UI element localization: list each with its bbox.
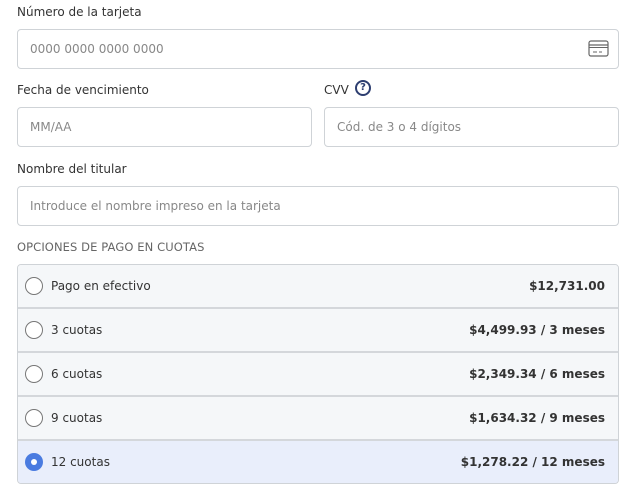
installments-title: OPCIONES DE PAGO EN CUOTAS xyxy=(17,240,205,254)
option-label: 3 cuotas xyxy=(51,323,103,337)
installment-option[interactable]: 3 cuotas $4,499.93 / 3 meses xyxy=(18,309,618,353)
holder-input[interactable] xyxy=(17,186,619,226)
expiry-label: Fecha de vencimiento xyxy=(17,83,149,97)
cvv-label: CVV xyxy=(324,83,349,97)
installment-option-selected[interactable]: 12 cuotas $1,278.22 / 12 meses xyxy=(18,441,618,483)
option-price: $1,278.22 / 12 meses xyxy=(460,455,605,469)
card-number-label: Número de la tarjeta xyxy=(17,5,142,19)
radio-button[interactable] xyxy=(25,277,43,295)
cvv-help-icon[interactable]: ? xyxy=(355,80,371,96)
option-label: 6 cuotas xyxy=(51,367,103,381)
option-price: $12,731.00 xyxy=(529,279,605,293)
installment-option[interactable]: 9 cuotas $1,634.32 / 9 meses xyxy=(18,397,618,441)
radio-button[interactable] xyxy=(25,365,43,383)
option-price: $2,349.34 / 6 meses xyxy=(469,367,605,381)
card-number-input[interactable] xyxy=(17,29,619,69)
installment-options: Pago en efectivo $12,731.00 3 cuotas $4,49… xyxy=(17,264,619,484)
option-price: $1,634.32 / 9 meses xyxy=(469,411,605,425)
installment-option[interactable]: 6 cuotas $2,349.34 / 6 meses xyxy=(18,353,618,397)
radio-button[interactable] xyxy=(25,321,43,339)
option-label: 12 cuotas xyxy=(51,455,110,469)
option-label: 9 cuotas xyxy=(51,411,103,425)
expiry-input[interactable] xyxy=(17,107,312,147)
option-price: $4,499.93 / 3 meses xyxy=(469,323,605,337)
credit-card-icon xyxy=(588,40,609,57)
radio-button[interactable] xyxy=(25,409,43,427)
option-label: Pago en efectivo xyxy=(51,279,151,293)
installment-option[interactable]: Pago en efectivo $12,731.00 xyxy=(18,265,618,309)
holder-label: Nombre del titular xyxy=(17,162,127,176)
radio-button-checked[interactable] xyxy=(25,453,43,471)
cvv-input[interactable] xyxy=(324,107,619,147)
